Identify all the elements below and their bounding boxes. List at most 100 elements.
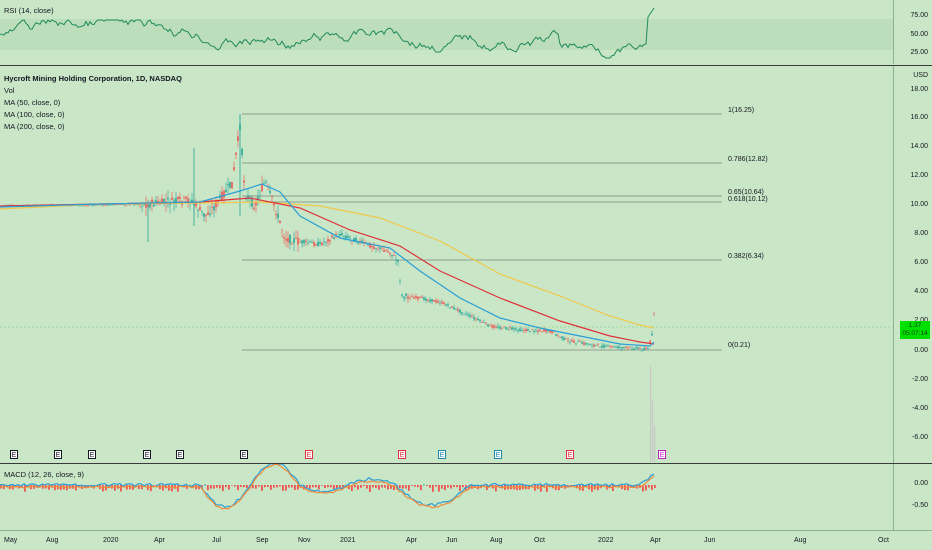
candle-body bbox=[489, 324, 491, 326]
candle-body bbox=[381, 247, 383, 249]
macd-hist-bar bbox=[456, 485, 458, 488]
candle-body bbox=[553, 331, 555, 333]
price-tick: -6.00 bbox=[912, 434, 928, 441]
candle-body bbox=[431, 298, 433, 302]
candle-body bbox=[509, 327, 511, 329]
candle-body bbox=[307, 242, 309, 244]
macd-hist-bar bbox=[324, 485, 326, 489]
pane-separator[interactable] bbox=[0, 65, 932, 66]
candle-body bbox=[217, 200, 219, 203]
candle-body bbox=[361, 240, 363, 242]
candle-body bbox=[531, 329, 533, 330]
candle-body bbox=[443, 302, 445, 305]
candle-body bbox=[557, 334, 559, 336]
indicator-ma50[interactable]: MA (50, close, 0) bbox=[4, 98, 61, 107]
macd-hist-bar bbox=[288, 485, 290, 488]
macd-pane[interactable]: MACD (12, 26, close, 9) 0.00 -0.50 bbox=[0, 464, 932, 530]
earnings-marker[interactable]: E bbox=[143, 450, 151, 459]
macd-hist-bar bbox=[282, 485, 284, 491]
pane-separator bbox=[0, 530, 932, 531]
candle-body bbox=[265, 181, 267, 183]
price-tick: 8.00 bbox=[914, 230, 928, 237]
macd-hist-bar bbox=[576, 485, 578, 489]
macd-hist-bar bbox=[417, 485, 419, 488]
earnings-marker[interactable]: E bbox=[176, 450, 184, 459]
candle-body bbox=[201, 210, 203, 212]
candle-body bbox=[247, 195, 249, 200]
earnings-marker[interactable]: E bbox=[305, 450, 313, 459]
earnings-marker[interactable]: E bbox=[10, 450, 18, 459]
candle-body bbox=[649, 340, 651, 343]
macd-hist-bar bbox=[84, 485, 86, 489]
candle-body bbox=[313, 242, 315, 246]
candle-body bbox=[539, 329, 541, 332]
candle-body bbox=[603, 344, 605, 348]
fib-label: 0(0.21) bbox=[728, 342, 751, 349]
earnings-marker[interactable]: E bbox=[88, 450, 96, 459]
macd-hist-bar bbox=[162, 485, 164, 491]
candle-body bbox=[271, 196, 273, 197]
candle-body bbox=[139, 204, 141, 206]
candle-body bbox=[209, 213, 211, 216]
candle-body bbox=[171, 197, 173, 201]
candle-body bbox=[83, 205, 85, 206]
candle-body bbox=[257, 196, 259, 200]
candle-body bbox=[453, 307, 455, 310]
candle-body bbox=[447, 304, 449, 306]
candle-body bbox=[437, 301, 439, 303]
price-axis[interactable]: USD 18.00 16.00 14.00 12.00 10.00 8.00 6.00 4.0… bbox=[893, 66, 932, 463]
candle-body bbox=[427, 299, 429, 301]
candle-body bbox=[207, 212, 209, 215]
earnings-marker[interactable]: E bbox=[658, 450, 666, 459]
candle-body bbox=[407, 296, 409, 299]
candle-body bbox=[275, 214, 277, 216]
price-tick: 16.00 bbox=[910, 114, 928, 121]
indicator-ma200[interactable]: MA (200, close, 0) bbox=[4, 122, 65, 131]
candle-body bbox=[213, 206, 215, 211]
candle-body bbox=[455, 308, 457, 309]
candle-body bbox=[541, 331, 543, 332]
fib-label: 0.65(10.64) bbox=[728, 189, 764, 196]
candle-body bbox=[497, 326, 499, 328]
candle-body bbox=[155, 200, 157, 204]
pane-separator[interactable] bbox=[0, 463, 932, 464]
macd-hist-bar bbox=[210, 485, 212, 489]
indicator-vol[interactable]: Vol bbox=[4, 86, 15, 95]
candle-body bbox=[493, 325, 495, 328]
earnings-marker[interactable]: E bbox=[494, 450, 502, 459]
candle-body bbox=[467, 314, 469, 316]
macd-axis[interactable]: 0.00 -0.50 bbox=[893, 464, 932, 530]
macd-hist-bar bbox=[279, 485, 281, 487]
candle-body bbox=[127, 204, 129, 205]
macd-hist-bar bbox=[648, 485, 650, 488]
time-label: Oct bbox=[878, 537, 889, 544]
macd-hist-bar bbox=[171, 485, 173, 492]
earnings-marker[interactable]: E bbox=[398, 450, 406, 459]
rsi-axis[interactable]: 75.00 50.00 25.00 bbox=[893, 0, 932, 64]
candle-body bbox=[643, 348, 645, 350]
rsi-title: RSI (14, close) bbox=[4, 6, 54, 15]
macd-hist-bar bbox=[33, 485, 35, 489]
main-pane[interactable]: Hycroft Mining Holding Corporation, 1D, … bbox=[0, 66, 932, 463]
macd-hist-bar bbox=[231, 485, 233, 486]
candle-body bbox=[597, 344, 599, 345]
macd-hist-bar bbox=[501, 485, 503, 489]
candle-body bbox=[403, 296, 405, 299]
candle-body bbox=[237, 136, 239, 142]
rsi-pane[interactable]: RSI (14, close) 75.00 50.00 25.00 bbox=[0, 0, 932, 64]
earnings-marker[interactable]: E bbox=[240, 450, 248, 459]
macd-hist-bar bbox=[270, 485, 272, 490]
earnings-marker[interactable]: E bbox=[54, 450, 62, 459]
candle-body bbox=[131, 204, 133, 205]
rsi-tick: 50.00 bbox=[910, 31, 928, 38]
candles bbox=[0, 114, 655, 352]
candle-body bbox=[523, 330, 525, 331]
candle-body bbox=[653, 314, 655, 316]
macd-hist-bar bbox=[246, 485, 248, 488]
earnings-marker[interactable]: E bbox=[438, 450, 446, 459]
earnings-marker[interactable]: E bbox=[566, 450, 574, 459]
indicator-ma100[interactable]: MA (100, close, 0) bbox=[4, 110, 65, 119]
candle-body bbox=[515, 328, 517, 330]
macd-hist-bar bbox=[342, 485, 344, 488]
candle-body bbox=[297, 238, 299, 245]
